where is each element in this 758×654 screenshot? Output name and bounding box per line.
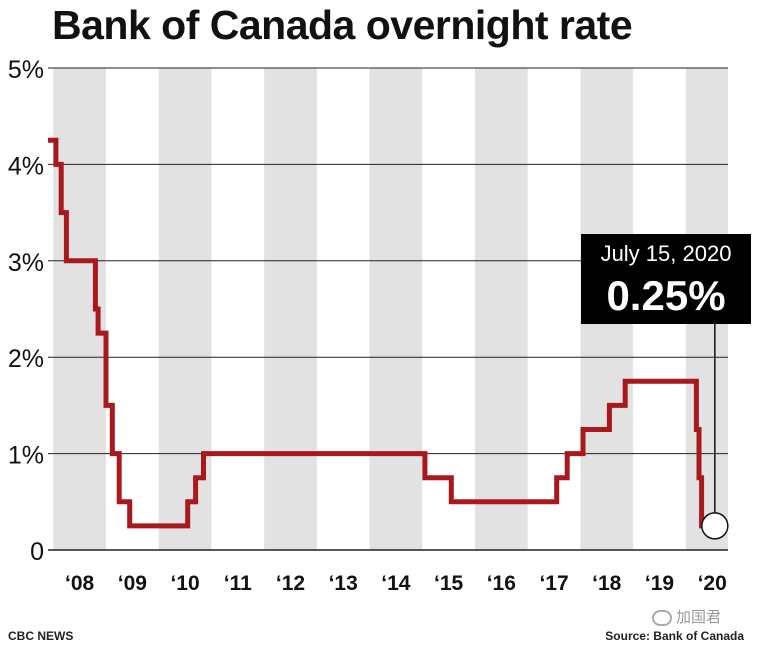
callout-circle (701, 512, 729, 540)
grid-lines (48, 67, 728, 551)
x-tick-label: ‘13 (329, 572, 358, 595)
year-band-2012 (264, 68, 317, 550)
x-tick-label: ‘14 (381, 572, 411, 595)
x-tick-label: ‘18 (592, 572, 622, 595)
watermark: 加国君 (652, 606, 721, 627)
x-tick-label: ‘15 (434, 572, 464, 595)
year-band-2016 (474, 68, 528, 550)
series-layer (48, 137, 715, 529)
y-tick-label: 4% (8, 152, 44, 180)
x-tick-label: ‘09 (118, 572, 147, 595)
footer-source: Source: Bank of Canada (605, 629, 744, 643)
x-tick-label: ‘12 (276, 572, 305, 595)
watermark-text: 加国君 (676, 609, 722, 626)
annotation: July 15, 2020 0.25% (581, 234, 751, 540)
x-tick-label: ‘11 (224, 572, 252, 595)
footer-credit: CBC NEWS (8, 629, 74, 643)
x-tick-label: ‘08 (65, 572, 95, 595)
callout-date: July 15, 2020 (601, 241, 732, 266)
wechat-icon (652, 610, 672, 627)
y-tick-label: 3% (8, 249, 44, 277)
rate-line (48, 137, 715, 529)
callout-box (581, 234, 751, 324)
x-tick-label: ‘20 (698, 572, 727, 595)
x-tick-label: ‘17 (539, 572, 568, 595)
callout-value: 0.25% (606, 272, 725, 319)
y-tick-label: 0 (30, 538, 44, 566)
y-axis: 0 1% 2% 3% 4% 5% (8, 56, 44, 566)
x-axis: ‘08 ‘09 ‘10 ‘11 ‘12 ‘13 ‘14 ‘15 ‘16 ‘17 ‘18 ‘19 ‘20 (65, 572, 727, 595)
year-band-2014 (369, 68, 423, 550)
y-tick-label: 2% (8, 345, 44, 373)
x-tick-label: ‘19 (645, 572, 674, 595)
y-tick-label: 1% (8, 442, 44, 470)
chart-title: Bank of Canada overnight rate (52, 2, 633, 48)
x-tick-label: ‘16 (487, 572, 516, 595)
year-shading (53, 68, 728, 550)
x-tick-label: ‘10 (170, 572, 199, 595)
y-tick-label: 5% (8, 56, 44, 84)
